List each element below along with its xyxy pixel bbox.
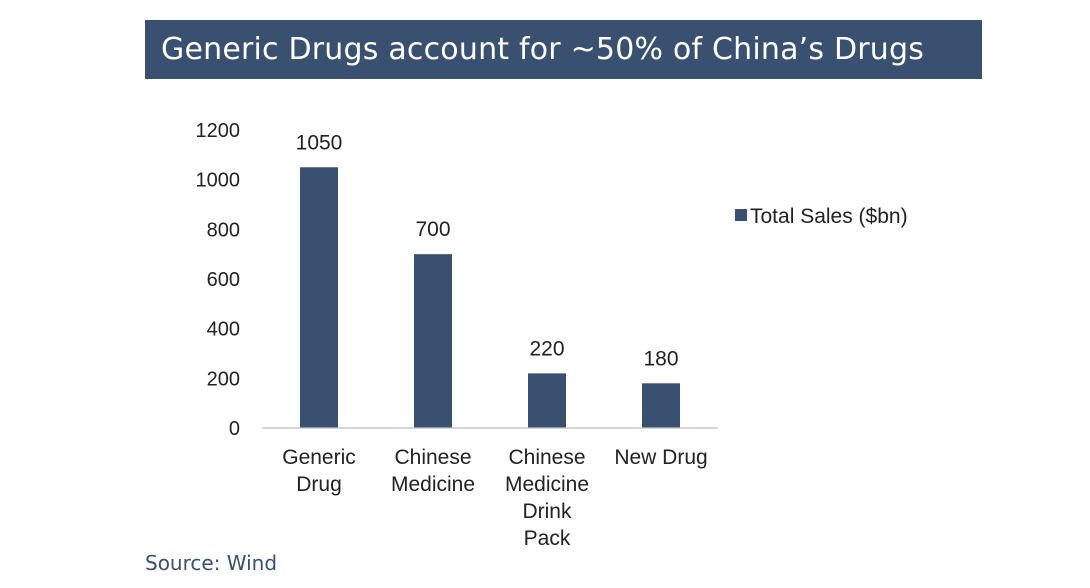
category-label: Generic Drug	[282, 446, 356, 496]
category-label: Chinese Medicine	[391, 446, 475, 496]
y-axis: 0 200 400 600 800 1000 1200	[196, 120, 241, 440]
y-tick-label: 1000	[196, 170, 241, 192]
y-tick-label: 800	[207, 219, 240, 241]
data-label: 1050	[296, 131, 343, 154]
legend-label: Total Sales ($bn)	[750, 205, 908, 228]
category-label: Chinese Medicine Drink Pack	[505, 446, 589, 550]
y-tick-label: 200	[207, 368, 240, 390]
y-tick-label: 400	[207, 319, 240, 341]
legend: Total Sales ($bn)	[735, 205, 908, 228]
data-label: 700	[415, 218, 450, 241]
bar	[528, 373, 566, 428]
bar	[642, 383, 680, 428]
data-label: 180	[643, 347, 678, 370]
y-tick-label: 0	[229, 418, 240, 440]
y-tick-label: 600	[207, 269, 240, 291]
chart-title: Generic Drugs account for ~50% of China’…	[161, 32, 925, 67]
legend-swatch	[735, 209, 747, 221]
chart-title-bar: Generic Drugs account for ~50% of China’…	[145, 20, 982, 79]
bar	[414, 254, 452, 428]
source-note: Source: Wind	[145, 551, 278, 575]
data-label: 220	[529, 337, 564, 360]
bar	[300, 167, 338, 428]
x-axis: Generic Drug Chinese Medicine Chinese Medicin…	[262, 427, 718, 550]
y-tick-label: 1200	[196, 120, 241, 142]
bars: 1050 700 220 180	[296, 131, 680, 428]
category-label: New Drug	[614, 446, 707, 469]
